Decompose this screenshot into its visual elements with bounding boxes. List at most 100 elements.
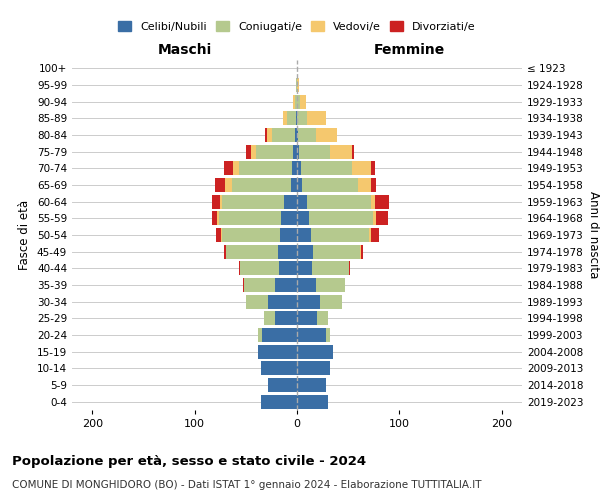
Text: COMUNE DI MONGHIDORO (BO) - Dati ISTAT 1° gennaio 2024 - Elaborazione TUTTITALIA: COMUNE DI MONGHIDORO (BO) - Dati ISTAT 1… (12, 480, 482, 490)
Bar (258, 328, 262, 342)
Bar (330, 144, 352, 159)
Bar (299, 144, 330, 159)
Bar (232, 178, 291, 192)
Bar (240, 261, 278, 276)
Bar (268, 294, 297, 308)
Bar (280, 228, 297, 242)
Bar (373, 211, 376, 226)
Bar (297, 144, 299, 159)
Bar (251, 144, 256, 159)
Bar (239, 261, 240, 276)
Bar (313, 244, 361, 259)
Y-axis label: Fasce di età: Fasce di età (19, 200, 31, 270)
Bar (278, 244, 297, 259)
Bar (287, 112, 296, 126)
Bar (265, 128, 268, 142)
Bar (375, 194, 389, 209)
Bar (256, 144, 293, 159)
Bar (221, 228, 223, 242)
Bar (268, 378, 297, 392)
Bar (244, 278, 275, 292)
Bar (295, 94, 297, 109)
Bar (295, 128, 297, 142)
Bar (220, 194, 223, 209)
Bar (376, 211, 388, 226)
Bar (302, 178, 358, 192)
Bar (297, 294, 320, 308)
Bar (307, 194, 371, 209)
Bar (291, 178, 297, 192)
Bar (212, 194, 220, 209)
Bar (268, 128, 272, 142)
Bar (243, 278, 244, 292)
Text: Femmine: Femmine (374, 42, 445, 56)
Bar (293, 144, 297, 159)
Text: Popolazione per età, sesso e stato civile - 2024: Popolazione per età, sesso e stato civil… (12, 455, 366, 468)
Bar (224, 244, 226, 259)
Bar (361, 244, 364, 259)
Bar (281, 211, 297, 226)
Bar (297, 378, 326, 392)
Bar (352, 144, 354, 159)
Bar (275, 278, 297, 292)
Bar (296, 78, 297, 92)
Bar (258, 344, 297, 358)
Bar (371, 178, 376, 192)
Bar (297, 394, 328, 408)
Bar (293, 94, 295, 109)
Bar (284, 194, 297, 209)
Bar (297, 128, 298, 142)
Legend: Celibi/Nubili, Coniugati/e, Vedovi/e, Divorziati/e: Celibi/Nubili, Coniugati/e, Vedovi/e, Di… (114, 16, 480, 36)
Bar (371, 228, 379, 242)
Bar (297, 161, 301, 176)
Bar (316, 128, 337, 142)
Bar (296, 112, 297, 126)
Bar (215, 178, 226, 192)
Bar (297, 178, 302, 192)
Bar (309, 211, 373, 226)
Bar (316, 278, 345, 292)
Bar (264, 311, 275, 326)
Bar (297, 311, 317, 326)
Bar (233, 161, 239, 176)
Bar (326, 328, 330, 342)
Bar (313, 261, 349, 276)
Bar (217, 211, 219, 226)
Bar (301, 161, 352, 176)
Y-axis label: Anni di nascita: Anni di nascita (587, 192, 600, 278)
Bar (307, 112, 326, 126)
Bar (371, 161, 375, 176)
Bar (297, 228, 311, 242)
Bar (297, 261, 313, 276)
Bar (297, 244, 313, 259)
Bar (368, 228, 371, 242)
Bar (224, 161, 233, 176)
Bar (297, 94, 300, 109)
Bar (262, 328, 297, 342)
Bar (283, 112, 287, 126)
Bar (297, 78, 299, 92)
Bar (261, 394, 297, 408)
Bar (275, 311, 297, 326)
Bar (292, 161, 297, 176)
Bar (226, 244, 278, 259)
Bar (297, 211, 309, 226)
Bar (216, 228, 221, 242)
Bar (226, 178, 232, 192)
Bar (297, 361, 330, 376)
Bar (297, 344, 333, 358)
Bar (297, 194, 307, 209)
Bar (239, 161, 292, 176)
Bar (219, 211, 281, 226)
Bar (320, 294, 342, 308)
Bar (349, 261, 350, 276)
Bar (246, 294, 268, 308)
Bar (246, 144, 251, 159)
Bar (297, 328, 326, 342)
Bar (212, 211, 217, 226)
Bar (297, 112, 307, 126)
Bar (223, 228, 280, 242)
Bar (300, 94, 306, 109)
Bar (278, 261, 297, 276)
Text: Maschi: Maschi (157, 42, 212, 56)
